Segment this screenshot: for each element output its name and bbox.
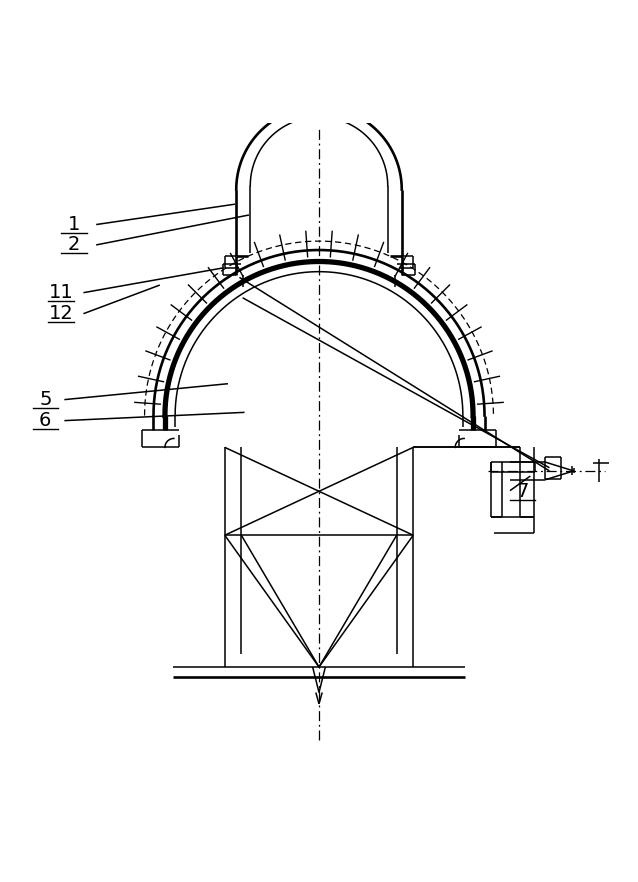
Text: 12: 12 <box>48 304 73 323</box>
Text: 6: 6 <box>39 411 52 430</box>
Text: 5: 5 <box>39 390 52 409</box>
Text: 1: 1 <box>68 215 80 234</box>
Text: 11: 11 <box>48 283 73 303</box>
Text: 2: 2 <box>68 235 80 254</box>
Text: 7: 7 <box>517 482 529 502</box>
